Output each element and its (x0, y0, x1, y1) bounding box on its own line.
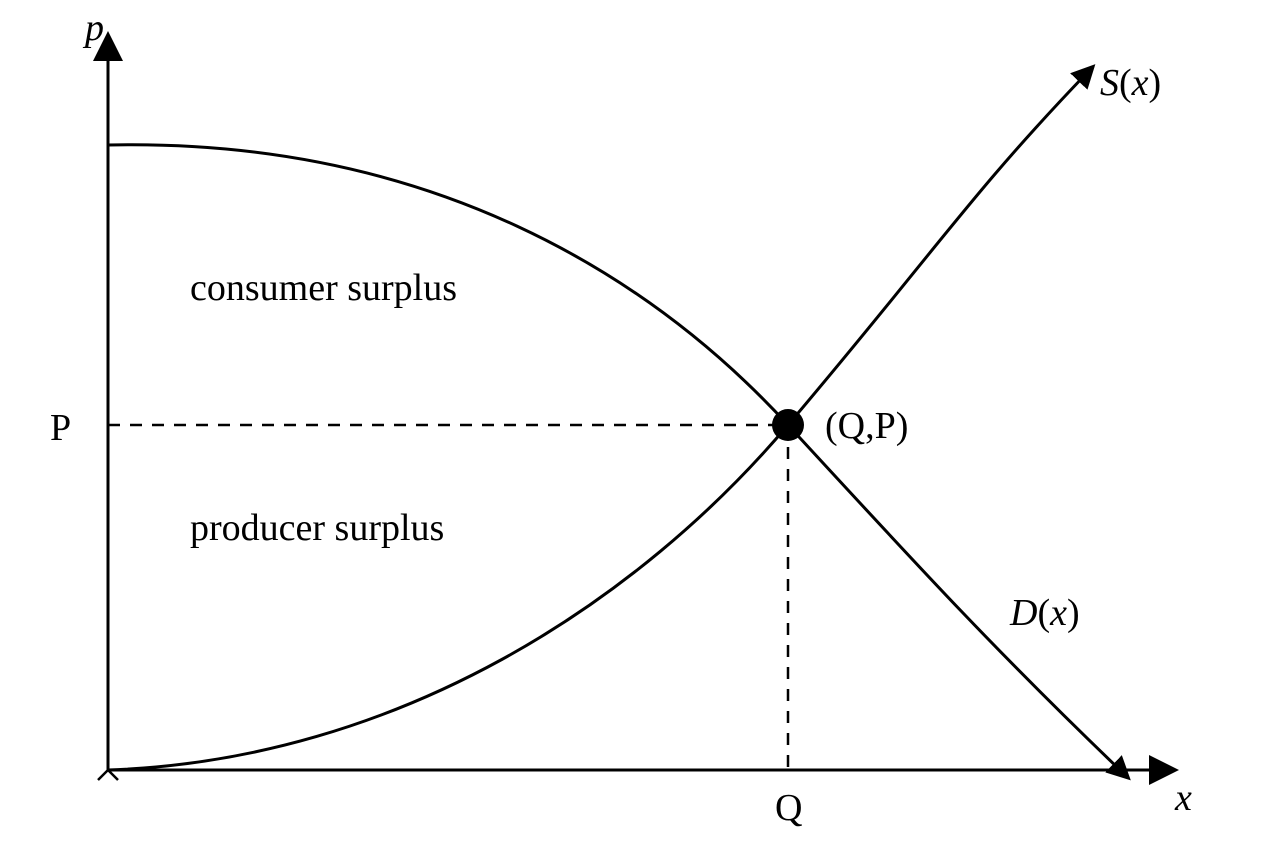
y-axis-label: p (82, 7, 104, 49)
q-tick-label: Q (775, 787, 802, 829)
demand-curve (108, 145, 1120, 770)
economics-chart: p x P Q (Q,P) consumer surplus producer … (0, 0, 1262, 865)
equilibrium-point (772, 409, 804, 441)
x-axis-label: x (1174, 777, 1192, 819)
equilibrium-label: (Q,P) (825, 405, 908, 447)
supply-label: S(x) (1100, 62, 1161, 104)
p-tick-label: P (50, 407, 71, 449)
consumer-surplus-label: consumer surplus (190, 267, 457, 309)
supply-curve (108, 75, 1085, 770)
producer-surplus-label: producer surplus (190, 507, 444, 549)
demand-label: D(x) (1009, 592, 1080, 634)
